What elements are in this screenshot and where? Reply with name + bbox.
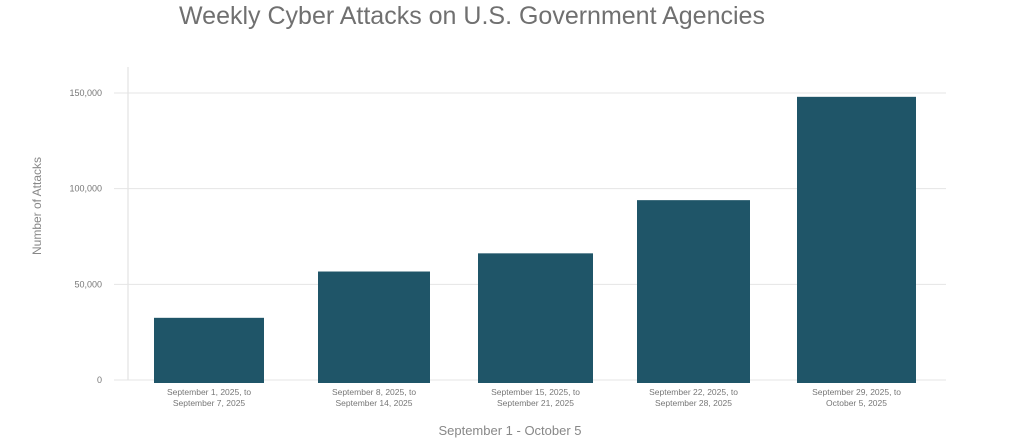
x-tick-label: September 1, 2025, to (167, 387, 251, 397)
x-tick-label: September 7, 2025 (173, 398, 246, 408)
x-tick-label: September 15, 2025, to (491, 387, 580, 397)
y-tick-label: 50,000 (74, 279, 102, 289)
y-tick-label: 150,000 (69, 88, 102, 98)
x-tick-label: September 8, 2025, to (332, 387, 416, 397)
y-tick-label: 100,000 (69, 184, 102, 194)
bar (318, 271, 430, 383)
bar (797, 96, 916, 384)
x-tick-label: September 21, 2025 (497, 398, 574, 408)
y-tick-label: 0 (97, 375, 102, 385)
x-tick-label: September 29, 2025, to (812, 387, 901, 397)
bar (478, 253, 593, 383)
x-tick-label: September 28, 2025 (655, 398, 732, 408)
x-tick-label: October 5, 2025 (826, 398, 887, 408)
y-axis-title: Number of Attacks (30, 157, 44, 255)
bar (637, 200, 750, 383)
x-axis-title: September 1 - October 5 (438, 423, 581, 438)
x-tick-label: September 22, 2025, to (649, 387, 738, 397)
x-tick-label: September 14, 2025 (335, 398, 412, 408)
chart-title: Weekly Cyber Attacks on U.S. Government … (179, 2, 765, 30)
bar (154, 317, 264, 383)
